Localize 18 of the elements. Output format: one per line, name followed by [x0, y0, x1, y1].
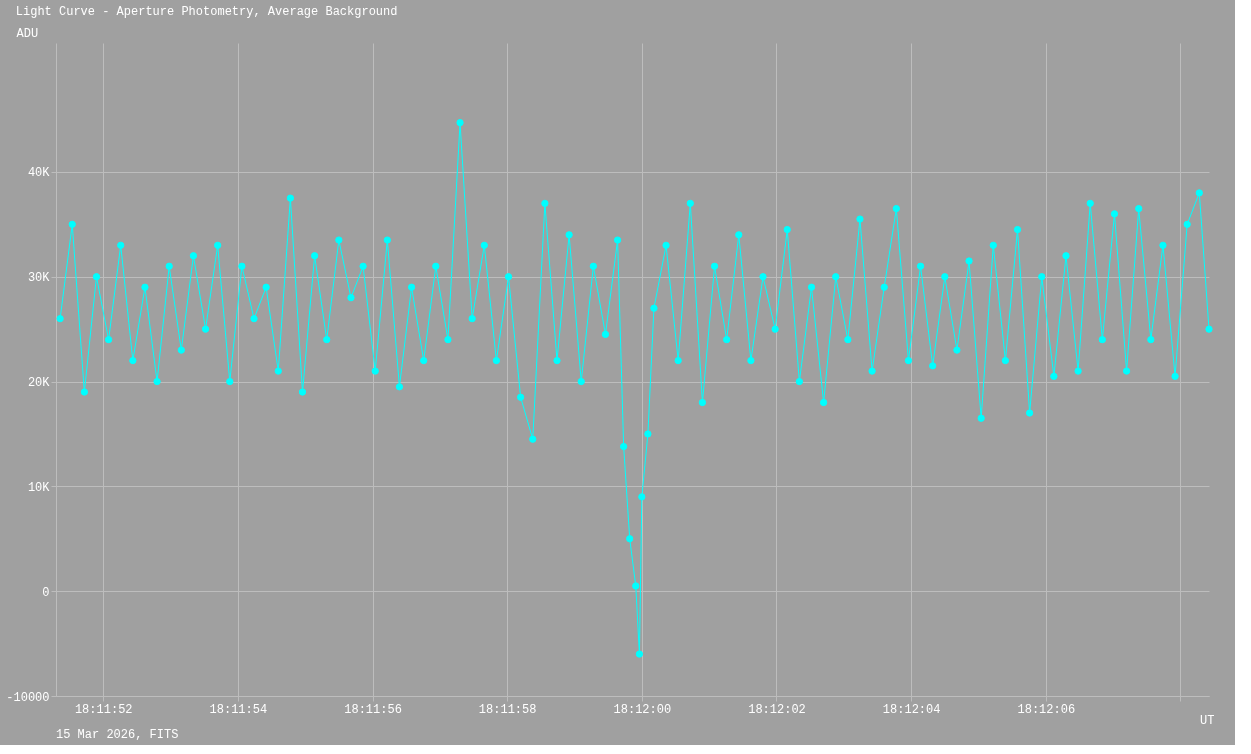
x-tick-label: 18:11:58 — [478, 702, 537, 717]
text: 15 Mar 2026, FITS — [56, 728, 179, 742]
y-tick-label: 30K — [27, 271, 51, 286]
x-tick-label: 18:12:00 — [613, 702, 672, 717]
x-tick-label: 18:12:02 — [748, 702, 806, 717]
x-tick-label: 18:11:52 — [74, 702, 133, 717]
x-tick-label: 18:11:54 — [209, 702, 268, 717]
y-tick-label: 0 — [42, 585, 50, 600]
x-tick-label: 18:12:06 — [1017, 702, 1076, 717]
y-tick-label: -10000 — [6, 690, 50, 705]
x-axis-title: UT — [1200, 713, 1215, 728]
chart-title: Light Curve - Aperture Photometry, Average Background — [15, 5, 398, 19]
y-tick-label: 40K — [27, 166, 51, 181]
x-tick-label: 18:11:56 — [344, 702, 402, 717]
x-tick-label: 18:12:04 — [882, 702, 941, 717]
y-axis-title: ADU — [16, 26, 39, 41]
y-tick-label: 20K — [27, 376, 51, 391]
y-tick-label: 10K — [27, 480, 51, 495]
